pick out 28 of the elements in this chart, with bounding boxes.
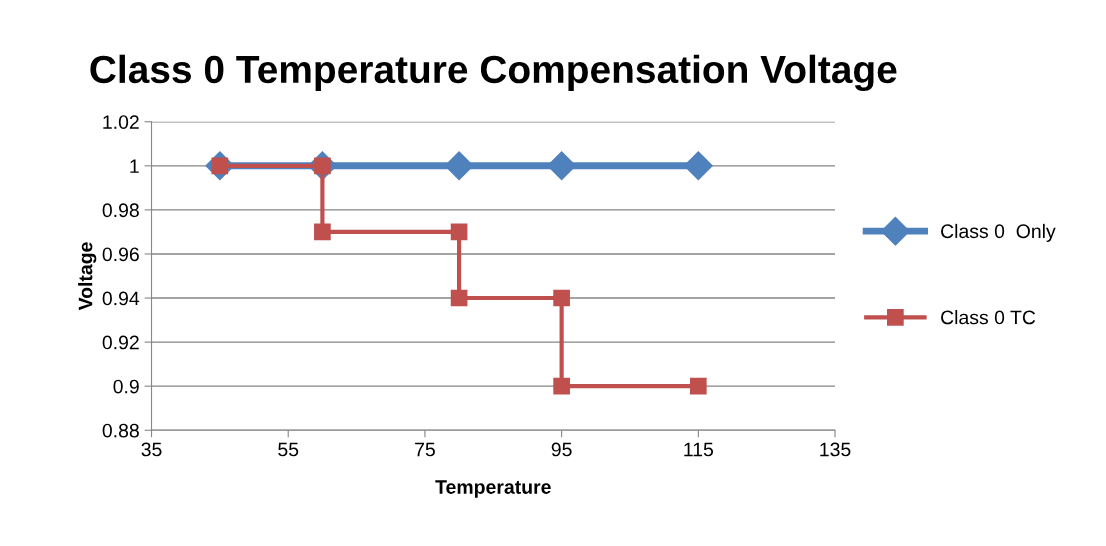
x-axis-title: Temperature [435,480,551,498]
x-tick-label: 95 [551,442,572,457]
point [444,151,474,181]
y-axis-title: Voltage [78,242,97,311]
legend-label: Class 0 TC [941,310,1036,325]
point [553,377,570,395]
point [450,223,468,241]
point [683,151,713,181]
y-tick-label: 1 [130,159,139,173]
y-tick-label: 0.88 [102,423,139,438]
chart-title: Class 0 Temperature Compensation Voltage [90,54,897,92]
x-tick-label: 75 [415,442,435,457]
point [450,289,468,307]
x-tick-label: 115 [684,442,714,457]
x-tick-label: 35 [141,442,162,457]
point [547,151,577,181]
y-tick-label: 0.92 [102,335,139,350]
y-tick-label: 0.9 [113,379,139,394]
x-tick-label: 55 [278,442,299,457]
y-tick-label: 0.98 [102,203,139,218]
y-tick-label: 0.96 [102,247,139,262]
point [314,223,331,241]
legend-label: Class 0 Only [941,223,1056,242]
y-tick-label: 0.94 [102,291,140,306]
y-tick-label: 1.02 [103,115,139,129]
x-tick-label: 135 [820,442,851,457]
point [553,289,570,307]
point [689,377,707,395]
